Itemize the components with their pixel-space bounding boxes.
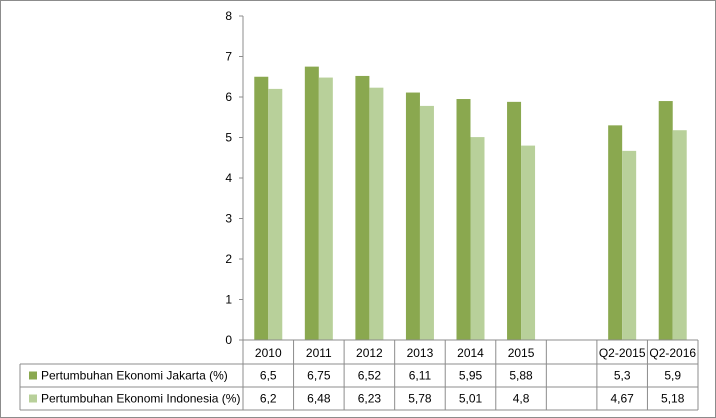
bar-indonesia [470,137,485,340]
legend-key-indonesia [29,394,37,403]
data-value-label: 5,18 [661,392,685,406]
y-tick-label: 8 [225,9,232,23]
data-value-label: 4,8 [513,392,530,406]
data-value-label: 4,67 [610,392,634,406]
bar-indonesia [318,77,333,340]
data-value-label: 5,01 [459,392,483,406]
bar-jakarta [608,125,623,340]
bar-indonesia [622,150,637,340]
bar-jakarta [658,101,673,340]
y-tick-label: 6 [225,90,232,104]
bar-jakarta [254,76,269,340]
data-value-label: 5,95 [459,369,483,383]
y-tick-label: 4 [225,171,232,185]
bar-jakarta [355,75,370,340]
bar-jakarta [405,92,420,340]
x-category-label: 2014 [457,346,484,360]
data-value-label: 6,11 [409,369,432,383]
bar-indonesia [672,130,687,340]
data-value-label: 6,75 [307,369,331,383]
bar-indonesia [268,88,283,341]
data-value-label: 6,2 [260,392,277,406]
x-category-label: Q2-2016 [649,346,696,360]
data-value-label: 6,5 [260,369,277,383]
data-value-label: 5,3 [614,369,631,383]
y-tick-label: 5 [225,131,232,145]
x-category-label: 2010 [255,346,282,360]
bar-jakarta [507,101,522,340]
bar-indonesia [419,105,434,340]
x-category-label: 2015 [508,346,535,360]
data-value-label: 6,52 [358,369,382,383]
bar-jakarta [304,66,319,340]
y-tick-label: 3 [225,212,232,226]
y-tick-label: 2 [225,252,232,266]
y-tick-label: 7 [225,50,232,64]
x-category-label: 2012 [356,346,383,360]
x-category-label: 2011 [306,346,332,360]
legend-key-jakarta [29,371,37,380]
legend-label-jakarta: Pertumbuhan Ekonomi Jakarta (%) [41,369,228,383]
data-value-label: 5,9 [664,369,681,383]
legend-label-indonesia: Pertumbuhan Ekonomi Indonesia (%) [41,392,240,406]
x-category-label: Q2-2015 [599,346,646,360]
bar-jakarta [456,99,471,341]
bar-indonesia [521,145,536,340]
y-tick-label: 1 [225,293,232,307]
y-tick-label: 0 [225,333,232,347]
data-value-label: 5,88 [509,369,533,383]
x-category-label: 2013 [407,346,434,360]
bar-indonesia [369,87,384,340]
data-value-label: 6,48 [307,392,331,406]
data-value-label: 5,78 [408,392,432,406]
data-value-label: 6,23 [358,392,382,406]
